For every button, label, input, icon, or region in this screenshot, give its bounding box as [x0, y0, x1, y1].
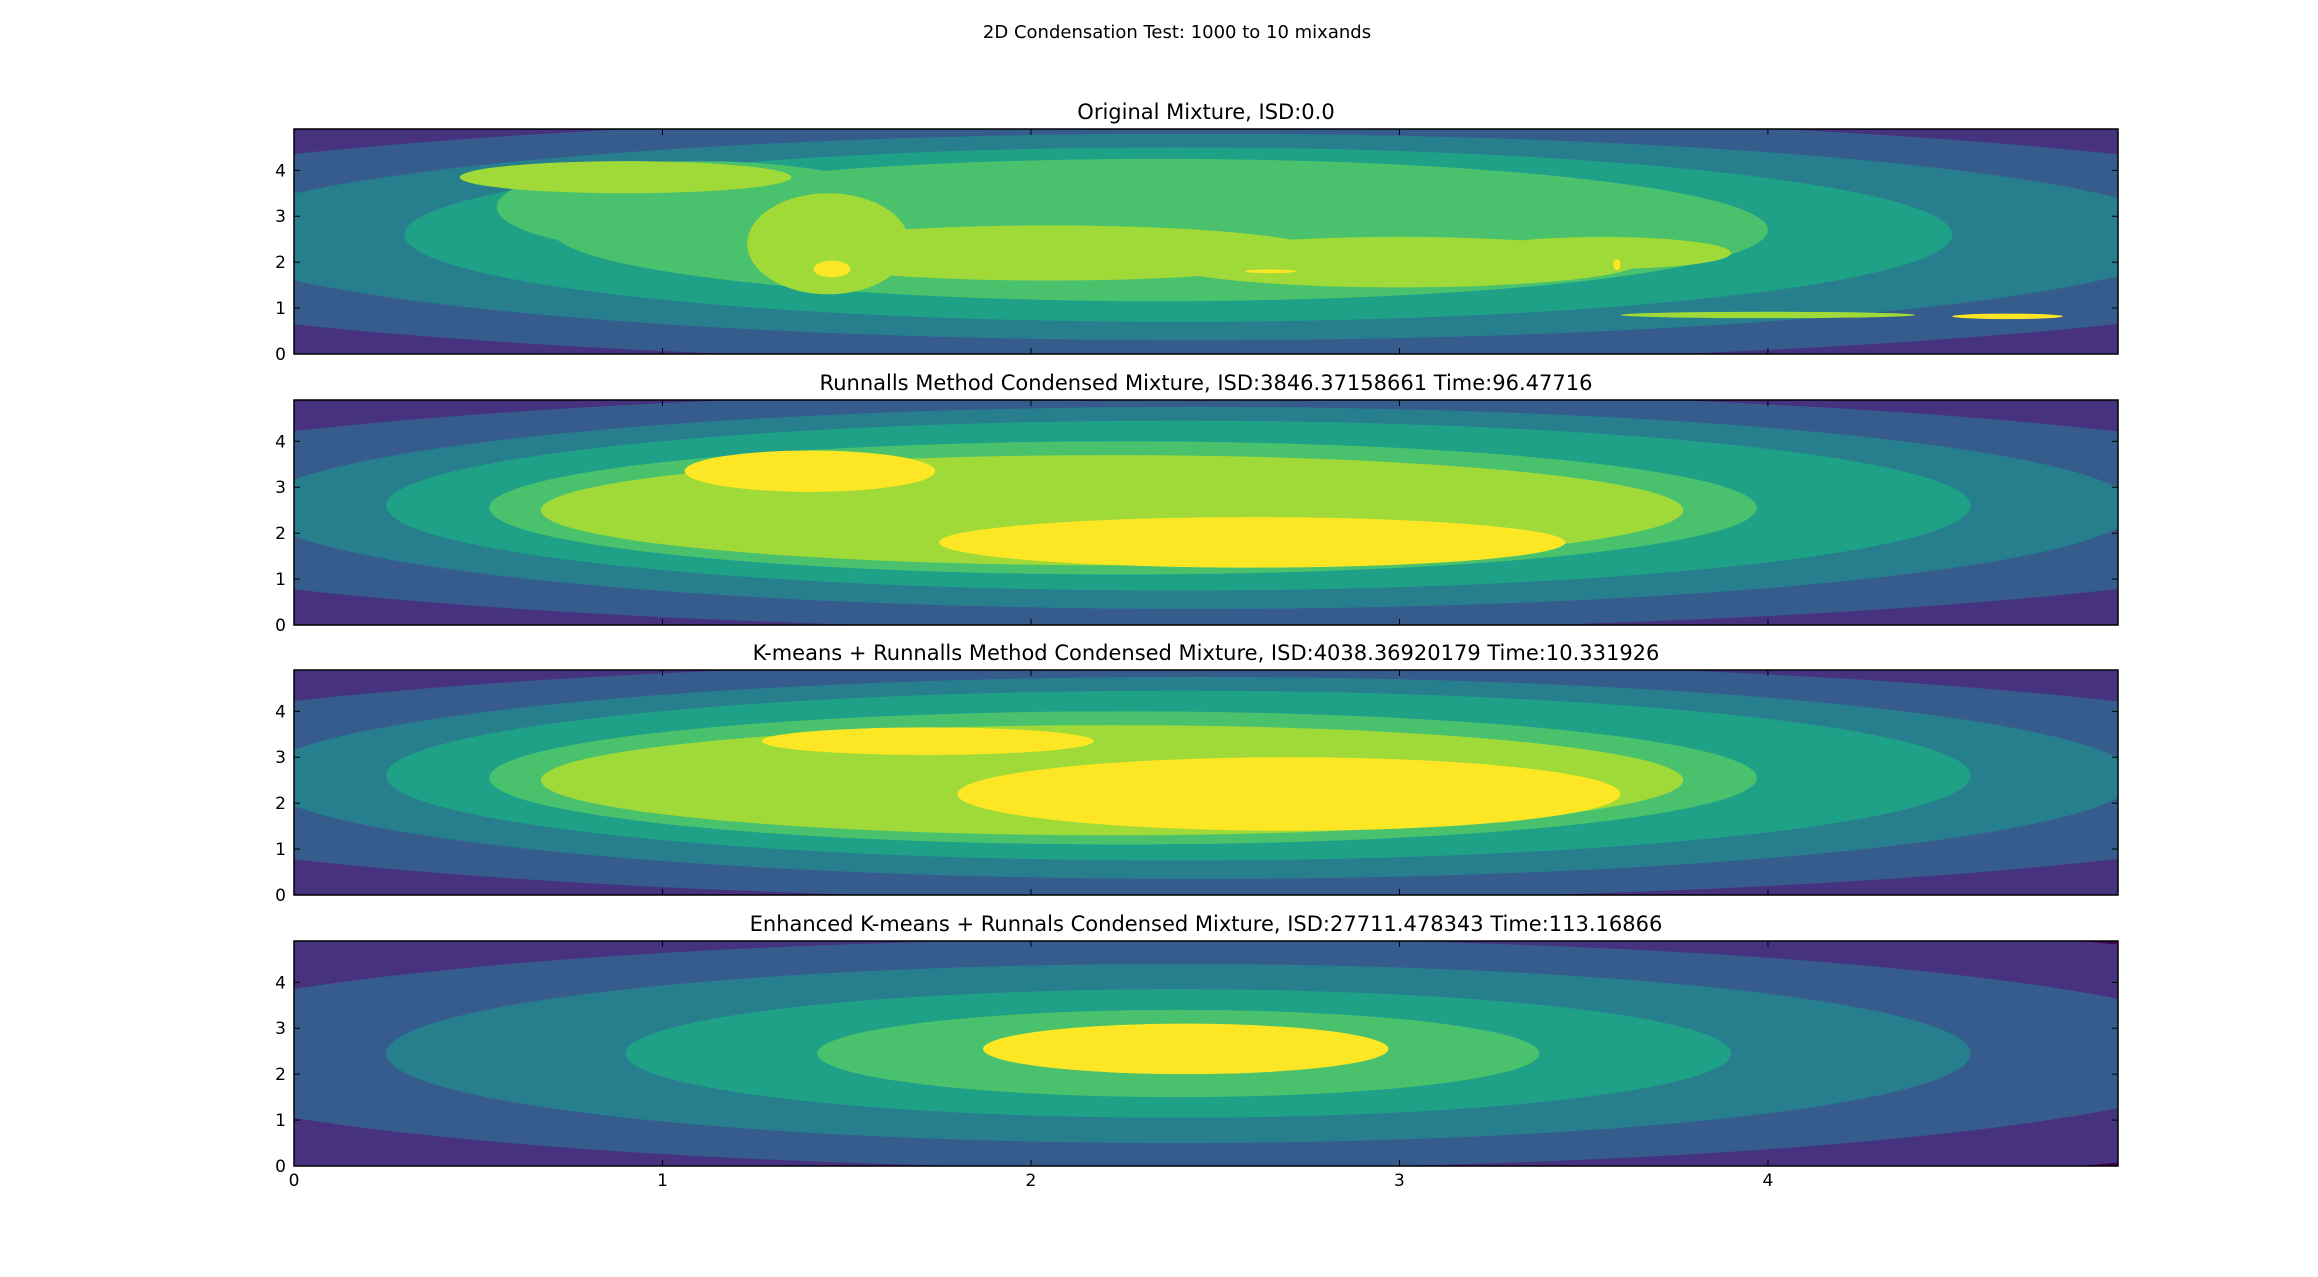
contour-fill	[294, 670, 2118, 895]
y-tick-label: 4	[275, 432, 286, 452]
contour-band-13	[813, 260, 851, 278]
y-tick-label: 4	[275, 973, 286, 993]
contour-band-12	[1620, 311, 1916, 319]
contour-band-11	[1473, 236, 1732, 270]
axes-frame	[293, 399, 2119, 626]
subplot-4: Enhanced K-means + Runnals Condensed Mix…	[275, 912, 2119, 1191]
subplot-title: Enhanced K-means + Runnals Condensed Mix…	[750, 912, 1663, 936]
contour-band-7	[761, 727, 1094, 755]
contour-band-8	[957, 757, 1621, 831]
subplot-3: K-means + Runnalls Method Condensed Mixt…	[275, 641, 2119, 906]
subplot-panels: Original Mixture, ISD:0.0 0 1 2 3 4 Runnalls M…	[275, 100, 2119, 1191]
y-tick-label: 3	[275, 748, 286, 768]
contour-band-8	[938, 517, 1566, 568]
y-tick-label: 0	[275, 616, 286, 636]
subplot-title: K-means + Runnalls Method Condensed Mixt…	[753, 641, 1660, 665]
y-tick-label: 2	[275, 794, 286, 814]
y-tick-label: 3	[275, 207, 286, 227]
contour-fill	[294, 129, 2118, 354]
contour-band-7	[684, 450, 936, 492]
axes-frame	[293, 940, 2119, 1167]
x-tick-label: 2	[1026, 1171, 1037, 1191]
y-tick-label: 0	[275, 345, 286, 365]
contour-band-16	[1952, 313, 2063, 320]
contour-band-7	[459, 161, 792, 194]
subplot-title: Runnalls Method Condensed Mixture, ISD:3…	[820, 371, 1593, 395]
subplot-1: Original Mixture, ISD:0.0 0 1 2 3 4	[275, 100, 2119, 365]
subplot-title: Original Mixture, ISD:0.0	[1077, 100, 1334, 124]
contour-band-15	[1613, 258, 1621, 270]
contour-band-10	[747, 193, 910, 295]
axes-frame	[293, 669, 2119, 896]
y-tick-label: 3	[275, 1019, 286, 1039]
figure-suptitle: 2D Condensation Test: 1000 to 10 mixands	[983, 22, 1371, 43]
y-tick-label: 1	[275, 570, 286, 590]
y-tick-label: 4	[275, 161, 286, 181]
y-tick-label: 1	[275, 299, 286, 319]
y-tick-label: 2	[275, 524, 286, 544]
x-tick-label: 3	[1394, 1171, 1405, 1191]
contour-band-14	[1244, 269, 1297, 274]
y-tick-label: 1	[275, 1111, 286, 1131]
contour-fill	[294, 400, 2118, 625]
y-tick-label: 3	[275, 478, 286, 498]
y-tick-label: 0	[275, 1157, 286, 1177]
x-tick-label: 1	[657, 1171, 668, 1191]
contour-fill	[294, 941, 2118, 1166]
y-tick-label: 4	[275, 702, 286, 722]
y-tick-label: 2	[275, 1065, 286, 1085]
subplot-2: Runnalls Method Condensed Mixture, ISD:3…	[275, 371, 2119, 636]
x-tick-label: 4	[1763, 1171, 1774, 1191]
y-tick-label: 0	[275, 886, 286, 906]
y-tick-label: 1	[275, 840, 286, 860]
y-tick-label: 2	[275, 253, 286, 273]
contour-band-7	[983, 1023, 1389, 1075]
x-tick-label: 0	[289, 1171, 300, 1191]
axes-frame	[293, 128, 2119, 355]
